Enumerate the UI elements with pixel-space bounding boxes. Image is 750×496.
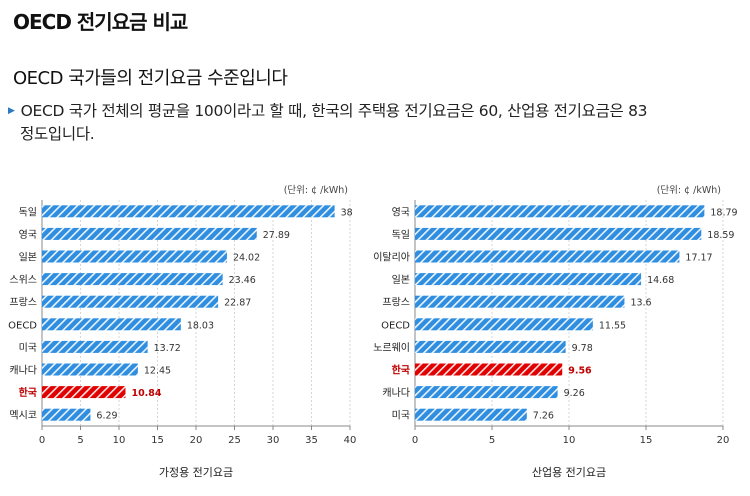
category-label: 멕시코 bbox=[9, 410, 37, 422]
section-title: OECD 국가들의 전기요금 수준입니다 bbox=[13, 68, 288, 89]
tick-label: 20 bbox=[717, 435, 730, 446]
industrial-chart: (단위: ¢ /kWh) 0 5 10 15 20 영국 18.79 독일 18.59 이탈리아 17… bbox=[373, 184, 737, 479]
data-label: 23.46 bbox=[229, 275, 256, 286]
category-label: 프랑스 bbox=[382, 297, 410, 309]
data-label: 13.72 bbox=[154, 343, 181, 354]
data-label: 24.02 bbox=[233, 253, 260, 264]
tick-label: 0 bbox=[412, 435, 418, 446]
bar bbox=[42, 227, 257, 240]
page-title: OECD 전기요금 비교 bbox=[13, 10, 188, 34]
category-label: 캐나다 bbox=[9, 365, 37, 377]
data-label: 17.17 bbox=[685, 253, 712, 264]
data-label: 13.6 bbox=[630, 298, 651, 309]
category-label: OECD bbox=[381, 320, 410, 331]
unit-label: (단위: ¢ /kWh) bbox=[284, 184, 348, 196]
category-label: 스위스 bbox=[9, 273, 37, 286]
data-label: 10.84 bbox=[131, 388, 161, 399]
data-label: 11.55 bbox=[599, 320, 626, 331]
unit-label: (단위: ¢ /kWh) bbox=[657, 184, 721, 196]
data-label: 9.26 bbox=[564, 388, 585, 399]
data-label: 9.56 bbox=[568, 366, 592, 377]
bar bbox=[415, 250, 680, 263]
bar bbox=[415, 363, 563, 376]
bar bbox=[42, 250, 227, 263]
bar bbox=[42, 340, 148, 353]
tick-label: 40 bbox=[344, 435, 357, 446]
category-label: 한국 bbox=[19, 387, 37, 399]
data-label: 18.79 bbox=[710, 207, 737, 218]
category-label: OECD bbox=[8, 320, 37, 331]
bar bbox=[42, 408, 91, 421]
tick-label: 10 bbox=[563, 435, 576, 446]
tick-label: 0 bbox=[39, 435, 45, 446]
bar bbox=[415, 227, 702, 240]
x-axis-title: 가정용 전기요금 bbox=[159, 466, 233, 479]
bar bbox=[42, 205, 335, 218]
category-label: 캐나다 bbox=[382, 387, 410, 399]
data-label: 27.89 bbox=[263, 230, 290, 241]
data-label: 18.59 bbox=[707, 230, 734, 241]
tick-label: 15 bbox=[640, 435, 653, 446]
category-label: 프랑스 bbox=[9, 297, 37, 309]
bar bbox=[415, 318, 593, 331]
category-label: 미국 bbox=[392, 410, 410, 422]
category-label: 영국 bbox=[19, 229, 37, 241]
data-label: 9.78 bbox=[572, 343, 593, 354]
summary-line-2: 정도입니다. bbox=[20, 125, 95, 143]
bar bbox=[415, 273, 642, 286]
data-label: 12.45 bbox=[144, 366, 171, 377]
data-label: 6.29 bbox=[96, 411, 117, 422]
category-label: 영국 bbox=[392, 206, 410, 218]
category-label: 이탈리아 bbox=[373, 251, 410, 264]
bar bbox=[415, 408, 527, 421]
summary-text: ▶ OECD 국가 전체의 평균을 100이라고 할 때, 한국의 주택용 전기요… bbox=[8, 100, 698, 146]
category-label: 독일 bbox=[19, 206, 37, 218]
tick-label: 10 bbox=[113, 435, 126, 446]
bar bbox=[42, 273, 223, 286]
data-label: 22.87 bbox=[224, 298, 251, 309]
data-label: 14.68 bbox=[647, 275, 674, 286]
category-label: 독일 bbox=[392, 229, 410, 241]
tick-label: 30 bbox=[267, 435, 280, 446]
category-label: 일본 bbox=[392, 274, 410, 286]
tick-label: 20 bbox=[190, 435, 203, 446]
tick-label: 5 bbox=[77, 435, 83, 446]
tick-label: 35 bbox=[305, 435, 318, 446]
bar bbox=[415, 205, 705, 218]
bullet-icon: ▶ bbox=[8, 106, 15, 116]
tick-label: 15 bbox=[151, 435, 164, 446]
data-label: 7.26 bbox=[533, 411, 554, 422]
bar bbox=[42, 295, 219, 308]
bar bbox=[415, 295, 625, 308]
bar bbox=[42, 386, 126, 399]
bar bbox=[42, 318, 181, 331]
x-axis-title: 산업용 전기요금 bbox=[532, 466, 606, 479]
data-label: 18.03 bbox=[187, 320, 214, 331]
bar bbox=[42, 363, 138, 376]
household-chart: (단위: ¢ /kWh) 0 5 10 15 20 25 30 35 40 독일 38 영국 27.89 일… bbox=[8, 184, 357, 479]
summary-line-1: OECD 국가 전체의 평균을 100이라고 할 때, 한국의 주택용 전기요금… bbox=[20, 102, 648, 120]
tick-label: 25 bbox=[228, 435, 241, 446]
data-label: 38 bbox=[341, 207, 353, 218]
bar bbox=[415, 386, 558, 399]
category-label: 미국 bbox=[19, 342, 37, 354]
tick-label: 5 bbox=[489, 435, 495, 446]
bar bbox=[415, 340, 566, 353]
category-label: 한국 bbox=[392, 365, 410, 377]
category-label: 노르웨이 bbox=[373, 342, 410, 354]
category-label: 일본 bbox=[19, 252, 37, 264]
